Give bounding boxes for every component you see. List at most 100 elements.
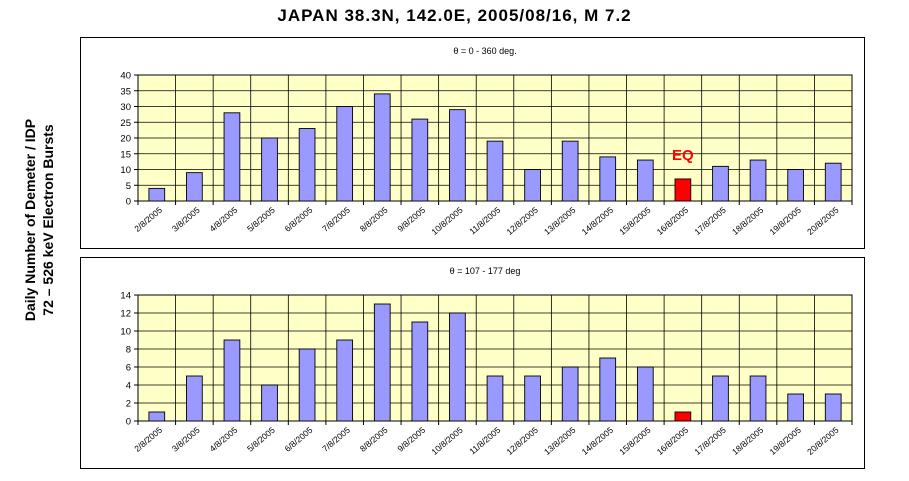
x-tick-label: 10/8/2005: [429, 205, 465, 237]
bar: [636, 159, 654, 202]
bar: [524, 169, 541, 202]
x-tick-label: 11/8/2005: [467, 205, 502, 237]
bar: [411, 118, 429, 202]
bar: [261, 137, 278, 202]
y-tick-label: 14: [120, 291, 131, 302]
bar: [561, 140, 579, 202]
bar: [336, 106, 354, 202]
y-tick-label: 4: [126, 381, 131, 392]
panel-subtitle: θ = 107 - 177 deg: [450, 266, 521, 276]
x-tick-label: 16/8/2005: [655, 425, 691, 457]
x-tick-label: 11/8/2005: [467, 425, 502, 457]
y-tick-label: 20: [120, 134, 131, 145]
y-tick-label: 30: [120, 102, 131, 113]
bar: [824, 162, 842, 202]
x-tick-label: 6/8/2005: [283, 205, 315, 234]
bar: [824, 393, 842, 422]
x-tick-label: 19/8/2005: [768, 425, 804, 457]
bar: [186, 172, 203, 202]
y-tick-label: 10: [120, 327, 131, 338]
bar: [261, 384, 278, 422]
bar: [373, 303, 391, 422]
x-tick-label: 3/8/2005: [170, 205, 202, 234]
x-tick-label: 8/8/2005: [358, 425, 390, 454]
bar: [223, 339, 241, 422]
y-axis-label-line-2: 72 – 526 keV Electron Bursts: [40, 124, 56, 316]
bar-earthquake-day: [674, 178, 692, 202]
x-tick-label: 7/8/2005: [320, 425, 352, 454]
bar: [749, 159, 767, 202]
x-tick-label: 17/8/2005: [692, 425, 728, 457]
x-tick-label: 3/8/2005: [170, 425, 202, 454]
bar: [712, 375, 729, 422]
bar: [749, 375, 767, 422]
x-tick-label: 14/8/2005: [580, 205, 616, 237]
y-tick-label: 12: [120, 309, 131, 320]
y-tick-label: 40: [120, 71, 131, 82]
bar: [486, 375, 504, 422]
y-tick-label: 0: [126, 417, 131, 428]
bar: [599, 357, 617, 422]
x-tick-label: 13/8/2005: [542, 425, 578, 457]
bar-chart-top: θ = 0 - 360 deg. 0 5 10 15 20 25 30 35 40 EQ 2/8/20…: [120, 46, 853, 237]
x-tick-label: 9/8/2005: [395, 205, 427, 234]
shared-y-axis-label: Daily Number of Demeter / IDP 72 – 526 k…: [8, 60, 68, 480]
x-tick-label: 4/8/2005: [207, 205, 239, 234]
y-tick-label: 10: [120, 165, 131, 176]
x-tick-label: 9/8/2005: [395, 425, 427, 454]
x-tick-label: 7/8/2005: [320, 205, 352, 234]
eq-annotation: EQ: [672, 147, 694, 164]
y-tick-label: 15: [120, 149, 131, 160]
x-tick-label: 2/8/2005: [132, 425, 164, 454]
bar: [373, 93, 391, 202]
x-tick-label: 12/8/2005: [504, 425, 540, 457]
y-tick-label: 25: [120, 118, 131, 129]
x-tick-label: 5/8/2005: [245, 425, 277, 454]
x-tick-label: 19/8/2005: [768, 205, 804, 237]
bar: [298, 128, 316, 202]
bar: [712, 165, 729, 202]
bar: [298, 348, 316, 422]
y-tick-label: 6: [126, 363, 131, 374]
x-tick-label: 15/8/2005: [617, 425, 653, 457]
bar-chart-bottom: θ = 107 - 177 deg 0 2 4 6 8 10 12 14 2/8/2005 3/8/…: [120, 266, 853, 457]
chart-panel-bottom: θ = 107 - 177 deg 0 2 4 6 8 10 12 14 2/8/2005 3/8/…: [80, 257, 865, 469]
bar: [223, 112, 241, 202]
panel-subtitle: θ = 0 - 360 deg.: [453, 46, 516, 56]
y-tick-label: 0: [126, 197, 131, 208]
chart-main-title: JAPAN 38.3N, 142.0E, 2005/08/16, M 7.2: [277, 6, 632, 25]
x-tick-label: 15/8/2005: [617, 205, 653, 237]
y-axis-label-line-1: Daily Number of Demeter / IDP: [22, 119, 38, 321]
x-tick-label: 8/8/2005: [358, 205, 390, 234]
x-tick-label: 17/8/2005: [692, 205, 728, 237]
x-tick-label: 12/8/2005: [504, 205, 540, 237]
bar: [599, 156, 617, 202]
bar: [486, 140, 504, 202]
x-tick-label: 2/8/2005: [132, 205, 164, 234]
bar: [336, 339, 354, 422]
bar: [148, 411, 166, 422]
bar: [787, 393, 804, 422]
x-tick-label: 20/8/2005: [805, 425, 841, 457]
x-tick-label: 18/8/2005: [730, 205, 766, 237]
bar: [449, 312, 466, 422]
chart-panel-top: θ = 0 - 360 deg. 0 5 10 15 20 25 30 35 40 EQ 2/8/20…: [80, 37, 865, 249]
y-tick-label: 35: [120, 86, 131, 97]
x-tick-label: 10/8/2005: [429, 425, 465, 457]
y-tick-label: 8: [126, 345, 131, 356]
x-tick-label: 18/8/2005: [730, 425, 766, 457]
bar: [148, 187, 166, 202]
bar-earthquake-day: [674, 411, 692, 422]
bar: [449, 109, 466, 202]
x-tick-label: 6/8/2005: [283, 425, 315, 454]
y-tick-label: 5: [126, 181, 131, 192]
bar: [186, 375, 203, 422]
bar: [524, 375, 541, 422]
y-tick-label: 2: [126, 399, 131, 410]
bar: [787, 169, 804, 202]
x-tick-label: 13/8/2005: [542, 205, 578, 237]
x-tick-label: 14/8/2005: [580, 425, 616, 457]
bar: [561, 366, 579, 422]
x-tick-label: 4/8/2005: [207, 425, 239, 454]
bar: [636, 366, 654, 422]
